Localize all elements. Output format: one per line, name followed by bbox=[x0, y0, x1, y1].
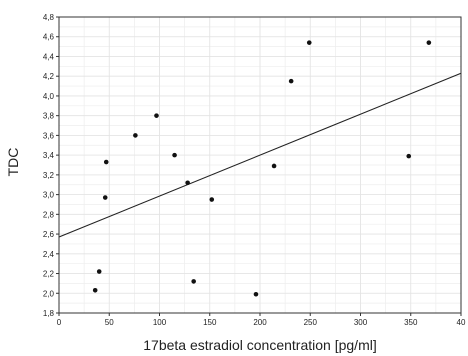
regression-line bbox=[58, 72, 462, 238]
tick-marks bbox=[56, 16, 462, 316]
x-tick-label: 100 bbox=[153, 318, 167, 327]
data-point bbox=[426, 40, 432, 45]
y-tick-label: 1,8 bbox=[43, 309, 55, 318]
data-point bbox=[253, 291, 259, 297]
data-point bbox=[271, 163, 277, 169]
y-tick-labels: 1,8 2,0 2,2 2,4 2,6 2,8 3,0 3,2 3,4 3,6 3,8 4,0 4,2 4… bbox=[43, 13, 55, 318]
y-tick-label: 2,2 bbox=[43, 270, 55, 279]
x-tick-labels: 0 50 100 150 200 250 300 350 40 bbox=[57, 318, 466, 327]
data-point bbox=[96, 269, 102, 274]
x-tick-label: 300 bbox=[354, 318, 368, 327]
data-point bbox=[288, 78, 294, 84]
x-tick-label: 200 bbox=[253, 318, 267, 327]
data-point bbox=[133, 133, 138, 138]
y-tick-label: 4,4 bbox=[43, 52, 55, 61]
x-tick-label: 250 bbox=[304, 318, 318, 327]
fit-line-group bbox=[58, 72, 462, 238]
data-point bbox=[102, 195, 108, 200]
y-tick-label: 3,6 bbox=[43, 131, 55, 140]
x-tick-label: 50 bbox=[105, 318, 114, 327]
y-tick-label: 3,2 bbox=[43, 171, 55, 180]
x-tick-label: 350 bbox=[404, 318, 418, 327]
y-tick-label: 4,0 bbox=[43, 92, 55, 101]
data-point bbox=[92, 288, 98, 293]
data-point bbox=[185, 180, 190, 186]
x-tick-label: 150 bbox=[203, 318, 217, 327]
y-tick-label: 3,4 bbox=[43, 151, 55, 160]
x-tick-label: 40 bbox=[457, 318, 466, 327]
y-tick-label: 4,6 bbox=[43, 33, 55, 42]
y-tick-label: 2,4 bbox=[43, 250, 55, 259]
grid bbox=[58, 16, 462, 314]
points-group bbox=[92, 40, 432, 297]
y-tick-label: 2,0 bbox=[43, 289, 55, 298]
y-tick-label: 2,6 bbox=[43, 230, 55, 239]
y-tick-label: 4,2 bbox=[43, 72, 55, 81]
y-axis-title: TDC bbox=[5, 148, 21, 177]
x-tick-label: 0 bbox=[57, 318, 62, 327]
data-point bbox=[154, 113, 159, 118]
y-tick-label: 3,0 bbox=[43, 191, 55, 200]
data-point bbox=[406, 153, 412, 159]
y-tick-label: 4,8 bbox=[43, 13, 55, 22]
data-point bbox=[191, 279, 196, 284]
data-point bbox=[306, 40, 312, 45]
y-tick-label: 3,8 bbox=[43, 112, 55, 121]
y-tick-label: 2,8 bbox=[43, 210, 55, 219]
data-point bbox=[209, 197, 215, 202]
data-point bbox=[172, 152, 177, 158]
x-axis-title: 17beta estradiol concentration [pg/ml] bbox=[143, 337, 376, 353]
data-point bbox=[103, 159, 109, 165]
